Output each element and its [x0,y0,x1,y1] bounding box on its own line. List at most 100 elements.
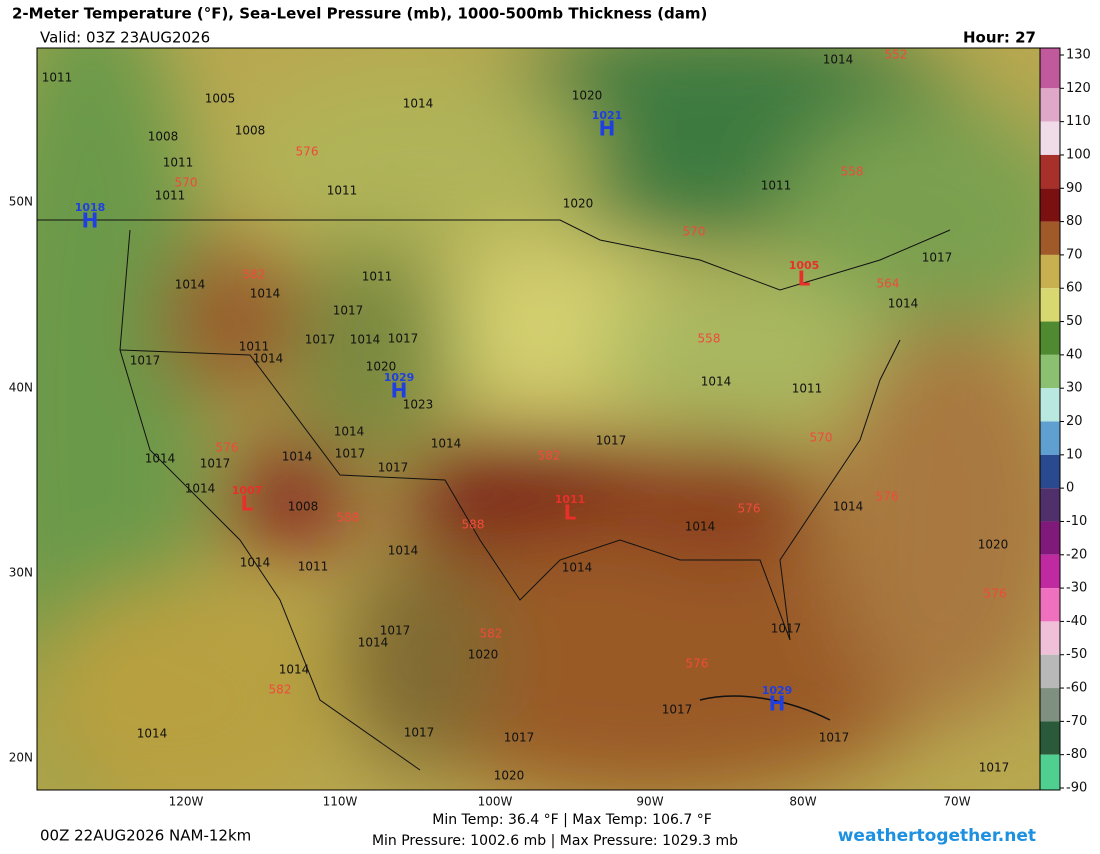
thickness-label: 570 [683,225,706,239]
thickness-label: 552 [885,48,908,62]
thickness-label: 576 [738,502,761,516]
colorbar-bin [1040,254,1060,289]
coastline [119,339,901,641]
pressure-label: 1020 [978,538,1009,552]
colorbar-tick-label: 40 [1066,347,1083,362]
pressure-label: 1017 [979,761,1010,775]
site-name: weathertogether.net [838,826,1036,846]
pressure-center-value: 1007 [232,484,263,497]
colorbar-bin [1040,288,1060,322]
pressure-label: 1014 [145,452,176,466]
pressure-label: 1008 [235,124,266,138]
colorbar-frame [1039,47,1061,791]
pressure-label: 1014 [250,287,281,301]
pressure-label: 1017 [819,731,850,745]
colorbar-tick-label: 30 [1066,381,1083,396]
pressure-center-symbol: H [391,379,408,403]
pressure-label: 1014 [701,375,732,389]
pressure-label: 1014 [279,663,310,677]
lon-label: 80W [789,795,816,809]
colorbar-tick-label: -20 [1066,547,1087,562]
colorbar-bin [1040,421,1060,455]
colorbar-bin [1040,721,1060,755]
thickness-label: 576 [984,587,1007,601]
colorbar-tick-label: -30 [1066,581,1087,596]
colorbar-bin [1040,221,1060,255]
map-labels: 1011 1005 1014 1020 1014 1008 1008 1011 1011 1011… [42,48,1010,783]
lat-label: 40N [9,381,33,395]
pressure-label: 1014 [358,636,389,650]
pressure-label: 1008 [148,130,179,144]
colorbar-bin [1040,121,1060,155]
pressure-label: 1014 [685,520,716,534]
pressure-label: 1014 [350,333,381,347]
lon-label: 70W [943,795,970,809]
pressure-label: 1017 [388,332,419,346]
pressure-label: 1017 [504,731,535,745]
pressure-label: 1014 [888,297,919,311]
thickness-label: 582 [538,449,561,463]
colorbar-tick-label: 0 [1066,481,1074,496]
border-line [37,219,951,291]
lon-label: 100W [478,795,513,809]
thickness-label: 576 [686,657,709,671]
pressure-label: 1014 [282,450,313,464]
colorbar-bin [1040,454,1060,489]
pressure-center-symbol: H [82,209,99,233]
thickness-label: 576 [296,145,319,159]
colorbar-bin [1040,388,1060,422]
island-outline [699,695,831,721]
thickness-label: 558 [698,332,721,346]
pressure-range: Min Pressure: 1002.6 mb | Max Pressure: … [372,833,738,849]
pressure-label: 1017 [771,622,802,636]
thickness-label: 558 [841,165,864,179]
lon-label: 90W [636,795,663,809]
temperature-field [37,48,1040,790]
pressure-label: 1017 [922,251,953,265]
colorbar-tick-label: 50 [1066,314,1083,329]
pressure-label: 1014 [562,561,593,575]
colorbar-tick-label: -50 [1066,647,1087,662]
pressure-label: 1014 [431,437,462,451]
lat-label: 20N [9,751,33,765]
lon-label: 110W [323,795,358,809]
pressure-center-value: 1018 [75,201,106,214]
thickness-label: 576 [876,490,899,504]
pressure-label: 1017 [378,461,409,475]
pressure-label: 1017 [200,457,231,471]
colorbar-bin [1040,654,1060,689]
colorbar-tick-label: -40 [1066,614,1087,629]
lat-label: 30N [9,566,33,580]
colorbar-bin [1040,688,1060,722]
pressure-label: 1005 [205,92,236,106]
pressure-label: 1014 [185,482,216,496]
pressure-label: 1011 [239,340,270,354]
colorbar-tick-label: -80 [1066,747,1087,762]
thickness-label: 570 [810,431,833,445]
pressure-center-value: 1029 [384,371,415,384]
pressure-label: 1017 [662,703,693,717]
pressure-label: 1017 [380,624,411,638]
colorbar-tick-label: 110 [1066,114,1091,129]
colorbar-tick-label: -70 [1066,714,1087,729]
thickness-label: 582 [269,683,292,697]
pressure-label: 1011 [155,189,186,203]
colorbar-tick-label: -60 [1066,681,1087,696]
pressure-label: 1020 [366,360,397,374]
colorbar-bin [1040,588,1060,622]
colorbar-tick-label: 90 [1066,181,1083,196]
colorbar-tick-label: 100 [1066,147,1091,162]
pressure-label: 1014 [823,53,854,67]
colorbar-tick-label: 60 [1066,281,1083,296]
colorbar-bin [1040,88,1060,122]
pressure-label: 1011 [163,156,194,170]
pressure-label: 1008 [288,500,319,514]
thickness-label: 582 [243,268,266,282]
forecast-hour: Hour: 27 [963,29,1036,47]
pressure-label: 1011 [327,184,358,198]
pressure-label: 1011 [298,560,329,574]
colorbar-bin [1040,154,1060,189]
pressure-label: 1020 [572,89,603,103]
pressure-label: 1014 [240,556,271,570]
